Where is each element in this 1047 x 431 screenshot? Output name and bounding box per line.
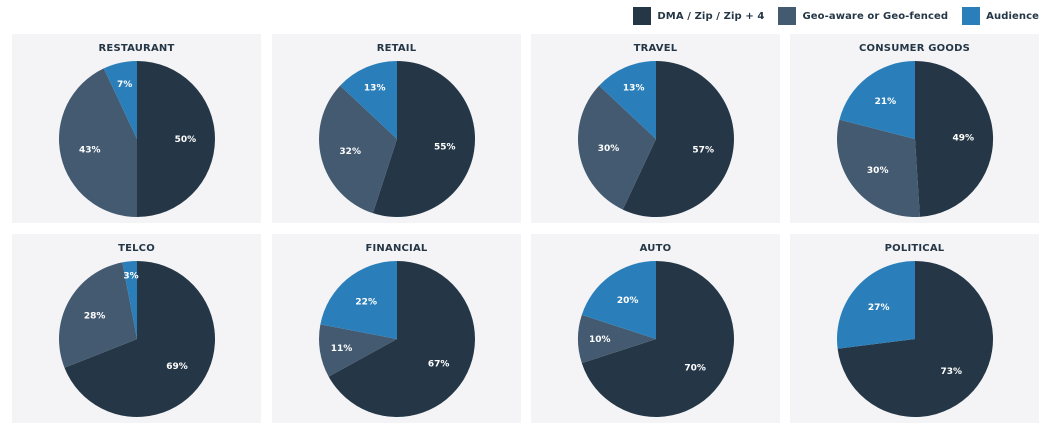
pie-slice-geo (318, 324, 397, 377)
pie-label-dma: 50% (175, 135, 197, 145)
pie-slice-dma (328, 261, 476, 417)
pie-slice-dma (64, 261, 216, 417)
pie-chart: 69% 28% 3% (59, 261, 216, 417)
pie-slice-geo (836, 119, 920, 218)
legend-item-dma: DMA / Zip / Zip + 4 (633, 7, 764, 25)
legend-item-audience: Audience (962, 7, 1039, 25)
pie-slice-geo (58, 68, 138, 217)
pie-slice-audience (599, 61, 656, 139)
pie-label-dma: 73% (941, 367, 963, 377)
legend-label-dma: DMA / Zip / Zip + 4 (657, 10, 765, 22)
pie-label-geo: 11% (331, 344, 353, 354)
pie-chart: 57% 30% 13% (578, 61, 734, 217)
pie-label-audience: 27% (868, 303, 890, 313)
pie-label-geo: 10% (589, 335, 611, 345)
pie-slice-audience (340, 61, 397, 139)
pie-slice-audience (837, 261, 915, 349)
pie-slice-geo (578, 85, 656, 210)
pie-label-dma: 49% (953, 134, 975, 144)
pie-chart: 55% 32% 13% (319, 61, 476, 217)
legend: DMA / Zip / Zip + 4 Geo-aware or Geo-fen… (633, 6, 1039, 26)
pie-slice-dma (622, 61, 734, 217)
pie-label-audience: 13% (364, 84, 386, 94)
pie-label-audience: 21% (875, 97, 897, 107)
pie-panel-travel: TRAVEL 57% 30% 13% (531, 34, 780, 223)
pie-slice-dma (915, 60, 994, 217)
pie-slice-audience (122, 261, 137, 339)
pie-panel-consumer-goods: CONSUMER GOODS 49% 30% 21% (790, 34, 1039, 223)
legend-item-geo: Geo-aware or Geo-fenced (778, 7, 948, 25)
pie-panel-financial: FINANCIAL 67% 11% 22% (272, 234, 521, 423)
legend-swatch-geo (778, 7, 797, 25)
pie-chart: 67% 11% 22% (318, 261, 476, 417)
pie-panel-telco: TELCO 69% 28% 3% (12, 234, 261, 423)
legend-label-geo: Geo-aware or Geo-fenced (802, 10, 949, 22)
pie-slice-dma (372, 61, 476, 217)
pie-panel-retail: RETAIL 55% 32% 13% (272, 34, 521, 223)
pie-panel-political: POLITICAL 73% 27% (790, 234, 1039, 423)
pie-label-geo: 43% (79, 146, 101, 156)
pie-label-audience: 7% (117, 80, 132, 90)
pie-label-audience: 3% (123, 271, 138, 281)
pie-label-dma: 70% (684, 363, 706, 373)
pie-slice-audience (320, 261, 397, 339)
legend-swatch-dma (633, 7, 652, 25)
pie-label-dma: 69% (166, 362, 188, 372)
pie-slice-audience (581, 261, 656, 339)
pie-slice-geo (319, 85, 397, 214)
pie-label-dma: 67% (428, 360, 450, 370)
pie-label-geo: 30% (598, 144, 620, 154)
chart-title: TELCO (118, 243, 155, 254)
chart-title: POLITICAL (884, 243, 945, 254)
pie-panel-restaurant: RESTAURANT 50% 43% 7% (12, 34, 261, 223)
pie-slice-dma (837, 261, 994, 417)
chart-title: RESTAURANT (98, 43, 175, 54)
pie-label-audience: 13% (623, 84, 645, 94)
chart-title: RETAIL (376, 43, 417, 54)
pie-label-dma: 57% (692, 146, 714, 156)
chart-title: CONSUMER GOODS (858, 43, 970, 54)
pie-label-geo: 28% (84, 312, 106, 322)
chart-title: AUTO (639, 243, 672, 254)
pie-chart: 50% 43% 7% (58, 61, 215, 217)
pie-chart: 49% 30% 21% (836, 60, 994, 218)
chart-title: FINANCIAL (365, 243, 428, 254)
chart-title: TRAVEL (633, 43, 678, 54)
pie-chart: 70% 10% 20% (578, 261, 735, 417)
pie-label-geo: 32% (339, 147, 361, 157)
pie-slice-dma (137, 61, 215, 217)
pie-slice-dma (581, 261, 735, 417)
pie-label-audience: 22% (355, 298, 377, 308)
pie-slice-geo (578, 314, 656, 364)
legend-swatch-audience (962, 7, 981, 25)
pie-chart: 73% 27% (837, 261, 994, 417)
pie-slice-audience (839, 61, 915, 139)
pie-panel-auto: AUTO 70% 10% 20% (531, 234, 780, 423)
pie-label-geo: 30% (867, 166, 889, 176)
pie-label-dma: 55% (434, 143, 456, 153)
pie-slice-geo (59, 262, 137, 368)
pie-slice-audience (103, 61, 137, 139)
pie-label-audience: 20% (617, 296, 639, 306)
legend-label-audience: Audience (986, 10, 1039, 22)
